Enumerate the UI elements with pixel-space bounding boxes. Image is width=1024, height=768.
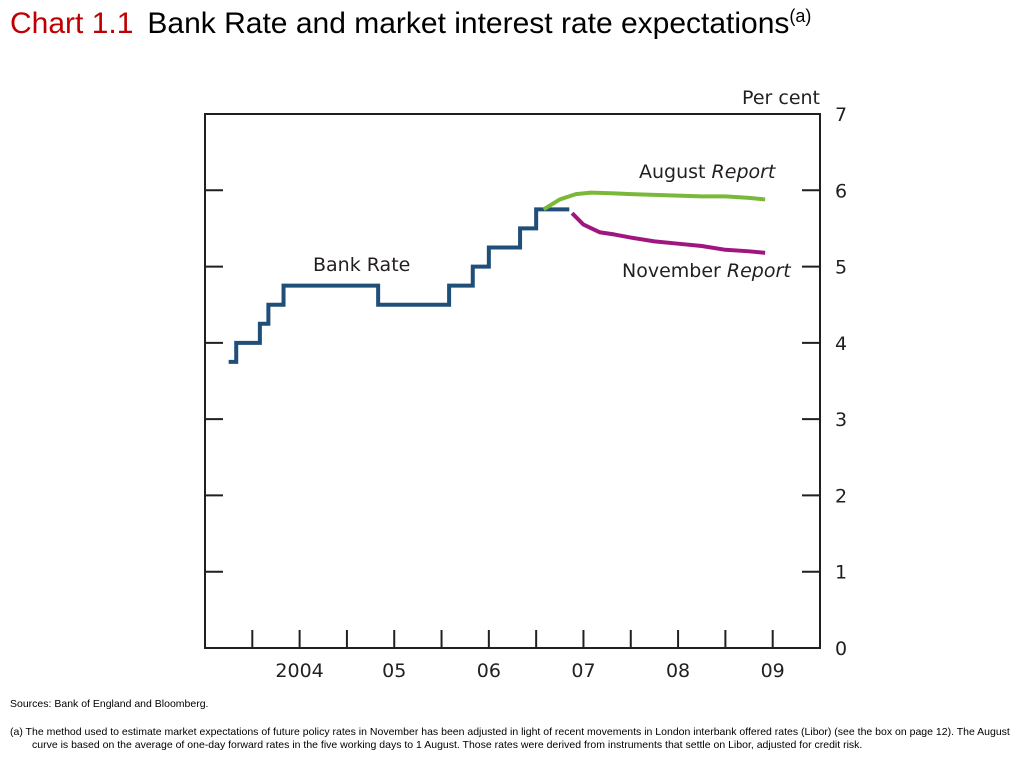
y-tick-label-4: 4 [835, 333, 847, 355]
series-line-november-report [570, 211, 766, 255]
chart-notes: Sources: Bank of England and Bloomberg. … [10, 698, 1010, 752]
chart-title-footnote-mark: (a) [789, 6, 812, 26]
chart: 0 1 2 3 4 5 6 7 2004 05 06 07 08 09 Per cent Bank Ra… [204, 87, 847, 682]
y-tick-label-7: 7 [835, 104, 847, 126]
chart-number: Chart 1.1 [10, 7, 134, 40]
november-report-annotation-text: November [622, 260, 721, 282]
y-tick-label-3: 3 [835, 409, 847, 431]
x-axis-ticks: 2004 05 06 07 08 09 [251, 630, 821, 682]
y-axis-ticks: 0 1 2 3 4 5 6 7 [205, 104, 847, 660]
series-line-august-report [542, 190, 766, 212]
footnote-a: (a) The method used to estimate market e… [10, 726, 1010, 751]
x-tick-label-2: 06 [477, 660, 501, 682]
august-report-annotation: August Report [639, 161, 777, 183]
bank-rate-annotation-text: Bank Rate [313, 254, 410, 276]
x-tick-label-0: 2004 [275, 660, 323, 682]
x-tick-label-1: 05 [382, 660, 406, 682]
november-report-annotation: November Report [622, 260, 792, 282]
august-report-annotation-italic: Report [712, 161, 777, 183]
november-report-annotation-italic: Report [727, 260, 792, 282]
chart-title-text: Bank Rate and market interest rate expec… [147, 7, 790, 40]
y-tick-label-1: 1 [835, 562, 847, 584]
bank-rate-annotation: Bank Rate [313, 254, 410, 276]
x-tick-label-4: 08 [666, 660, 690, 682]
chart-title: Chart 1.1 Bank Rate and market interest r… [10, 6, 811, 41]
y-tick-label-2: 2 [835, 485, 847, 507]
august-report-annotation-text: August [639, 161, 706, 183]
y-tick-label-0: 0 [835, 638, 847, 660]
y-tick-label-6: 6 [835, 180, 847, 202]
plot-frame [204, 113, 821, 649]
series-lines [228, 190, 766, 364]
y-tick-label-5: 5 [835, 257, 847, 279]
y-axis-title: Per cent [742, 87, 820, 109]
x-tick-label-5: 09 [761, 660, 785, 682]
x-tick-label-3: 07 [571, 660, 595, 682]
sources-note: Sources: Bank of England and Bloomberg. [10, 698, 209, 710]
series-line-bank-rate [228, 207, 570, 364]
